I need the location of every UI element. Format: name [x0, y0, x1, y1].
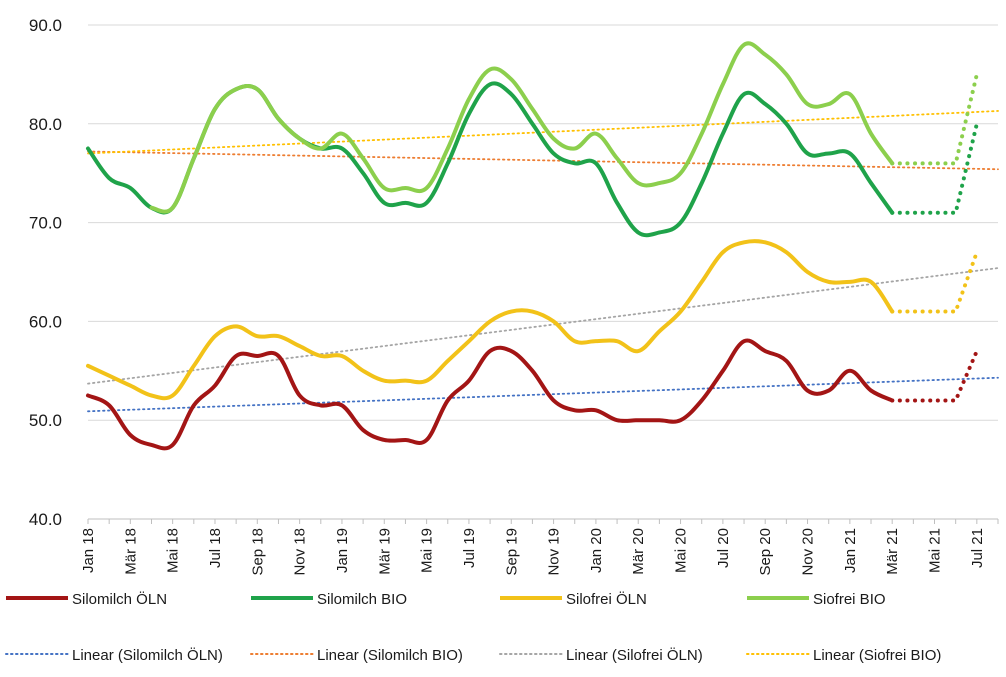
trendline-linear-silomilch-oeln: [87, 376, 999, 413]
x-tick-label: Jul 20: [715, 528, 732, 568]
y-tick-label: 50.0: [29, 411, 62, 430]
x-tick-label: Jul 21: [969, 528, 986, 568]
x-tick-label: Nov 18: [292, 528, 309, 576]
trendline-linear-silofrei-oeln: [87, 267, 999, 385]
x-tick-label: Nov 19: [546, 528, 563, 576]
x-tick-label: Mai 21: [927, 528, 944, 573]
x-tick-label: Nov 20: [800, 528, 817, 576]
legend-label-silofrei-oeln: Silofrei ÖLN: [566, 590, 647, 608]
forecast-line-silomilch-bio: [890, 121, 979, 215]
x-tick-label: Mai 20: [673, 528, 690, 573]
y-tick-label: 90.0: [29, 16, 62, 35]
forecast-line-silofrei-oeln: [890, 250, 979, 314]
gridlines: [88, 24, 998, 421]
x-tick-label: Jan 20: [588, 528, 605, 573]
x-tick-label: Mär 18: [122, 528, 139, 575]
x-tick-label: Mai 19: [419, 528, 436, 573]
legend-label-siofrei-bio: Siofrei BIO: [813, 591, 886, 608]
x-tick-label: Jan 21: [842, 528, 859, 573]
legend-label-silomilch-bio: Silomilch BIO: [317, 591, 407, 608]
legend: Silomilch ÖLN Silomilch BIO Silofrei ÖLN Si…: [5, 590, 941, 664]
x-tick-label: Jul 18: [207, 528, 224, 568]
x-tick-label: Mär 20: [630, 528, 647, 575]
trendline-linear-siofrei-bio: [87, 110, 999, 155]
y-tick-label: 60.0: [29, 312, 62, 331]
x-tick-label: Jul 19: [461, 528, 478, 568]
y-axis: 40.0 50.0 60.0 70.0 80.0 90.0: [29, 16, 62, 529]
series-line-siofrei-bio: [149, 41, 895, 214]
y-tick-label: 40.0: [29, 510, 62, 529]
x-tick-label: Mär 21: [884, 528, 901, 575]
y-tick-label: 70.0: [29, 214, 62, 233]
legend-label-linear-siofrei-bio: Linear (Siofrei BIO): [813, 647, 941, 664]
x-tick-label: Sep 20: [757, 528, 774, 576]
x-tick-label: Jan 18: [80, 528, 97, 573]
x-axis: Jan 18 Mär 18 Mai 18 Jul 18 Sep 18 Nov 18 Jan …: [80, 518, 999, 576]
trendline-linear-silomilch-bio: [87, 150, 999, 171]
x-tick-label: Sep 18: [249, 528, 266, 576]
x-tick-label: Jan 19: [334, 528, 351, 573]
trendlines: [87, 110, 999, 413]
x-tick-label: Mai 18: [165, 528, 182, 573]
forecast-line-siofrei-bio: [890, 72, 979, 166]
series-line-silofrei-oeln: [86, 239, 895, 401]
legend-label-silomilch-oeln: Silomilch ÖLN: [72, 590, 167, 608]
legend-label-linear-silomilch-oeln: Linear (Silomilch ÖLN): [72, 646, 223, 664]
forecast-line-silomilch-oeln: [890, 349, 979, 403]
legend-label-linear-silomilch-bio: Linear (Silomilch BIO): [317, 647, 463, 664]
y-tick-label: 80.0: [29, 115, 62, 134]
x-tick-label: Mär 19: [376, 528, 393, 575]
forecast-lines: [890, 72, 979, 403]
series-line-silomilch-oeln: [86, 338, 895, 451]
x-tick-label: Sep 19: [503, 528, 520, 576]
legend-label-linear-silofrei-oeln: Linear (Silofrei ÖLN): [566, 646, 703, 664]
series-lines: [86, 41, 895, 451]
